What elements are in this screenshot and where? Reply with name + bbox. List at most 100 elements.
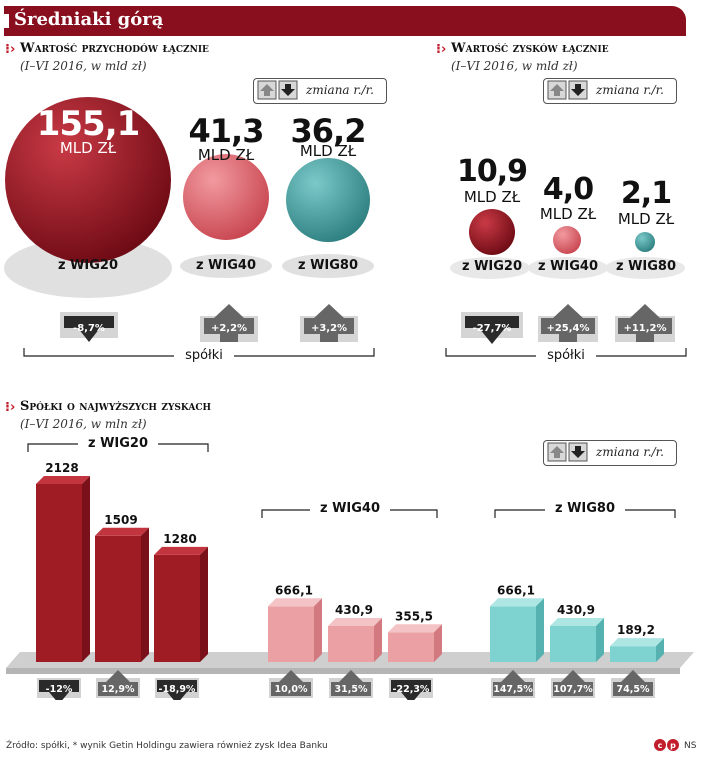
revenue-title: Wartość przychodów łącznie — [20, 41, 209, 56]
revenue-ball-wig20 — [5, 97, 171, 263]
bar-side — [596, 617, 604, 662]
bar-chart: 2128-12%PKNOrlen150912,9%PKOBP1280-18,9%… — [6, 461, 694, 700]
revenue-ball-wig40 — [183, 154, 269, 240]
legend-label: zmiana r./r. — [596, 83, 664, 97]
section-marker-icon: ⁝› — [436, 42, 447, 57]
bracket-label: spółki — [174, 348, 234, 363]
bar — [610, 646, 656, 662]
label-shadow — [528, 257, 608, 279]
group-label: z WIG20 — [78, 436, 158, 451]
up-down-arrows-icon — [547, 442, 588, 462]
source-note: Źródło: spółki, * wynik Getin Holdingu z… — [6, 741, 328, 751]
bar — [154, 554, 200, 662]
ball-label: z WIG80 — [615, 259, 677, 274]
change-value: +11,2% — [623, 323, 667, 334]
bar-value-label: 1280 — [163, 532, 196, 546]
change-legend: zmiana r./r. — [253, 78, 387, 104]
bar-side — [374, 617, 382, 662]
bar-top — [154, 546, 208, 555]
revenue-ball-wig80 — [286, 158, 370, 242]
label-shadow — [450, 257, 530, 279]
arrow-up-icon — [98, 670, 138, 696]
arrow-down-icon — [157, 680, 197, 700]
arrow-up-icon — [271, 670, 311, 696]
group-label: z WIG80 — [545, 501, 625, 516]
arrow-up-icon — [613, 670, 653, 696]
ball-label: z WIG20 — [461, 259, 523, 274]
credit: NS — [684, 741, 697, 751]
change-label: 147,5% — [493, 684, 533, 695]
revenue-unit: MLD ZŁ — [197, 146, 255, 164]
change-label: -22,3% — [393, 684, 430, 695]
arrow-up-icon — [331, 670, 371, 696]
bar-top — [610, 638, 664, 647]
chart-floor-edge — [6, 668, 680, 674]
change-label: 10,0% — [275, 684, 308, 695]
bar-top — [36, 476, 90, 484]
arrow-down-icon — [60, 312, 118, 342]
change-value: +2,2% — [210, 323, 248, 334]
bar-side — [536, 598, 544, 662]
arrow-up-icon — [200, 304, 258, 342]
profit-ball-wig20 — [469, 209, 515, 255]
bar-value-label: 355,5 — [395, 609, 433, 623]
bar-side — [200, 546, 208, 662]
label-shadow — [605, 257, 685, 279]
change-value: +3,2% — [310, 323, 348, 334]
change-legend: zmiana r./r. — [543, 440, 677, 466]
bar — [550, 625, 596, 662]
profit-value: 10,9 — [456, 154, 528, 189]
revenue-unit: MLD ZŁ — [299, 142, 357, 160]
arrow-up-icon — [493, 670, 533, 696]
profit-value: 2,1 — [620, 176, 672, 211]
revenue-subtitle: (I–VI 2016, w mld zł) — [20, 59, 147, 73]
section-marker-icon: ⁝› — [5, 42, 16, 57]
top-title: Spółki o najwyższych zyskach — [20, 399, 212, 414]
header-banner — [4, 6, 686, 36]
arrow-up-icon — [538, 304, 598, 342]
bar — [95, 535, 141, 662]
bar-value-label: 430,9 — [335, 603, 373, 617]
revenue-value: 41,3 — [188, 112, 265, 150]
bar — [36, 484, 82, 662]
bar-value-label: 430,9 — [557, 603, 595, 617]
totals-graphic — [4, 97, 687, 357]
bar-value-label: 189,2 — [617, 623, 655, 637]
profit-unit: MLD ZŁ — [617, 210, 675, 228]
top-subtitle: (I–VI 2016, w mln zł) — [20, 417, 147, 431]
change-label: -18,9% — [159, 684, 196, 695]
bar-top — [490, 598, 544, 607]
profit-value: 4,0 — [542, 172, 594, 207]
bar-side — [82, 476, 90, 662]
arrow-down-icon — [461, 312, 523, 344]
change-value: +25,4% — [546, 323, 590, 334]
revenue-value: 36,2 — [290, 112, 367, 150]
arrow-up-icon — [553, 670, 593, 696]
profit-unit: MLD ZŁ — [463, 188, 521, 206]
ball-label: z WIG40 — [537, 259, 599, 274]
page-title: Średniaki górą — [14, 9, 164, 30]
svg-text:c: c — [658, 741, 663, 750]
banner-marker — [4, 14, 9, 28]
profit-ball-wig40 — [553, 226, 581, 254]
profit-title: Wartość zysków łącznie — [451, 41, 609, 56]
bar — [268, 606, 314, 662]
arrow-up-icon — [300, 304, 358, 342]
change-value: -27,7% — [472, 323, 512, 334]
change-label: 12,9% — [102, 684, 135, 695]
bar-top — [388, 624, 442, 633]
legend-label: zmiana r./r. — [306, 83, 374, 97]
bar — [388, 632, 434, 662]
up-down-arrows-icon — [547, 80, 588, 100]
bar-side — [434, 624, 442, 662]
change-value: -8,7% — [73, 323, 105, 334]
ball-label: z WIG20 — [57, 258, 119, 273]
profit-subtitle: (I–VI 2016, w mld zł) — [451, 59, 578, 73]
ball-label: z WIG80 — [297, 258, 359, 273]
bar-side — [314, 598, 322, 662]
bracket-label: spółki — [536, 348, 596, 363]
revenue-unit: MLD ZŁ — [59, 139, 117, 157]
bar — [328, 625, 374, 662]
label-shadow — [180, 254, 272, 278]
profit-unit: MLD ZŁ — [539, 205, 597, 223]
